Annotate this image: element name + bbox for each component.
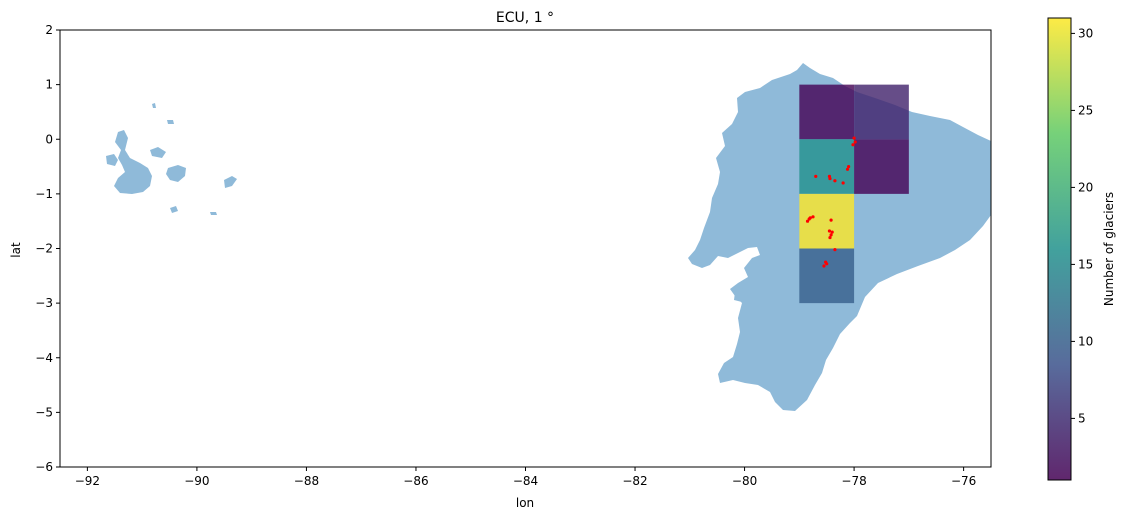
y-tick-label: −6 — [35, 460, 53, 474]
colorbar-tick-label: 15 — [1078, 257, 1093, 271]
glacier-point — [827, 229, 832, 233]
glacier-point — [814, 174, 818, 178]
x-tick-label: −90 — [184, 474, 209, 488]
map-plot-area — [106, 63, 991, 411]
glacier-point — [828, 176, 832, 181]
glacier-point — [830, 230, 834, 234]
land-galapagos-isabela — [114, 130, 152, 194]
heat-cell — [854, 139, 909, 194]
x-tick-label: −88 — [294, 474, 319, 488]
glacier-point — [841, 181, 845, 185]
y-tick-label: −1 — [35, 187, 53, 201]
land-galapagos-santiago — [150, 147, 166, 158]
y-tick-label: 1 — [45, 78, 53, 92]
x-tick-label: −80 — [732, 474, 757, 488]
heat-cell — [799, 84, 855, 140]
y-tick-label: 2 — [45, 23, 53, 37]
glacier-point — [828, 235, 832, 240]
land-galapagos-genovesa — [167, 120, 174, 124]
y-tick-label: −2 — [35, 242, 53, 256]
glacier-point — [851, 143, 855, 147]
glacier-point — [824, 260, 828, 264]
land-galapagos-floreana — [170, 206, 178, 213]
glacier-point — [852, 136, 856, 140]
colorbar-tick-label: 5 — [1078, 411, 1086, 425]
x-tick-label: −86 — [403, 474, 428, 488]
land-galapagos-pinta — [152, 103, 156, 108]
glacier-point — [822, 264, 826, 268]
colorbar-tick-label: 20 — [1078, 180, 1093, 194]
x-tick-label: −76 — [951, 474, 976, 488]
colorbar-tick-label: 10 — [1078, 334, 1093, 348]
glacier-point — [845, 167, 850, 171]
colorbar-tick-label: 25 — [1078, 103, 1093, 117]
land-galapagos-espanola — [210, 212, 217, 215]
y-tick-label: −3 — [35, 296, 53, 310]
colorbar-ticks: 5 10 15 20 25 30 — [1071, 26, 1093, 425]
x-tick-label: −84 — [513, 474, 538, 488]
colorbar: 5 10 15 20 25 30 Number of glaciers — [1047, 17, 1116, 481]
x-tick-label: −92 — [75, 474, 100, 488]
y-tick-label: −4 — [35, 351, 53, 365]
heat-cell — [854, 84, 909, 140]
heat-cell — [799, 139, 855, 194]
glacier-point — [853, 140, 857, 144]
glacier-point — [847, 164, 851, 169]
x-tick-label: −78 — [841, 474, 866, 488]
colorbar-label: Number of glaciers — [1102, 192, 1116, 306]
glacier-point — [805, 219, 810, 223]
glacier-point — [829, 218, 833, 222]
x-axis-ticks: −92 −90 −88 −86 −84 −82 −80 −78 −76 — [75, 467, 976, 488]
land-galapagos-santa-cruz — [166, 165, 186, 182]
land-galapagos-san-cristobal — [224, 176, 237, 188]
colorbar-gradient — [1047, 17, 1072, 481]
colorbar-tick-label: 30 — [1078, 26, 1093, 40]
land-puna-island — [734, 288, 748, 302]
chart-title: ECU, 1 ° — [496, 10, 554, 26]
glacier-point — [811, 215, 815, 219]
y-axis-ticks: 2 1 0 −1 −2 −3 −4 −5 −6 — [35, 23, 60, 474]
land-galapagos-fernandina — [106, 154, 118, 166]
glacier-point — [829, 233, 833, 237]
y-axis-label: lat — [9, 242, 23, 258]
x-axis-label: lon — [516, 496, 534, 510]
x-tick-label: −82 — [622, 474, 647, 488]
y-tick-label: 0 — [45, 132, 53, 146]
heat-cell — [799, 248, 855, 304]
glacier-point — [833, 179, 837, 183]
y-tick-label: −5 — [35, 405, 53, 419]
glacier-point — [807, 217, 811, 221]
glacier-point — [833, 247, 837, 252]
